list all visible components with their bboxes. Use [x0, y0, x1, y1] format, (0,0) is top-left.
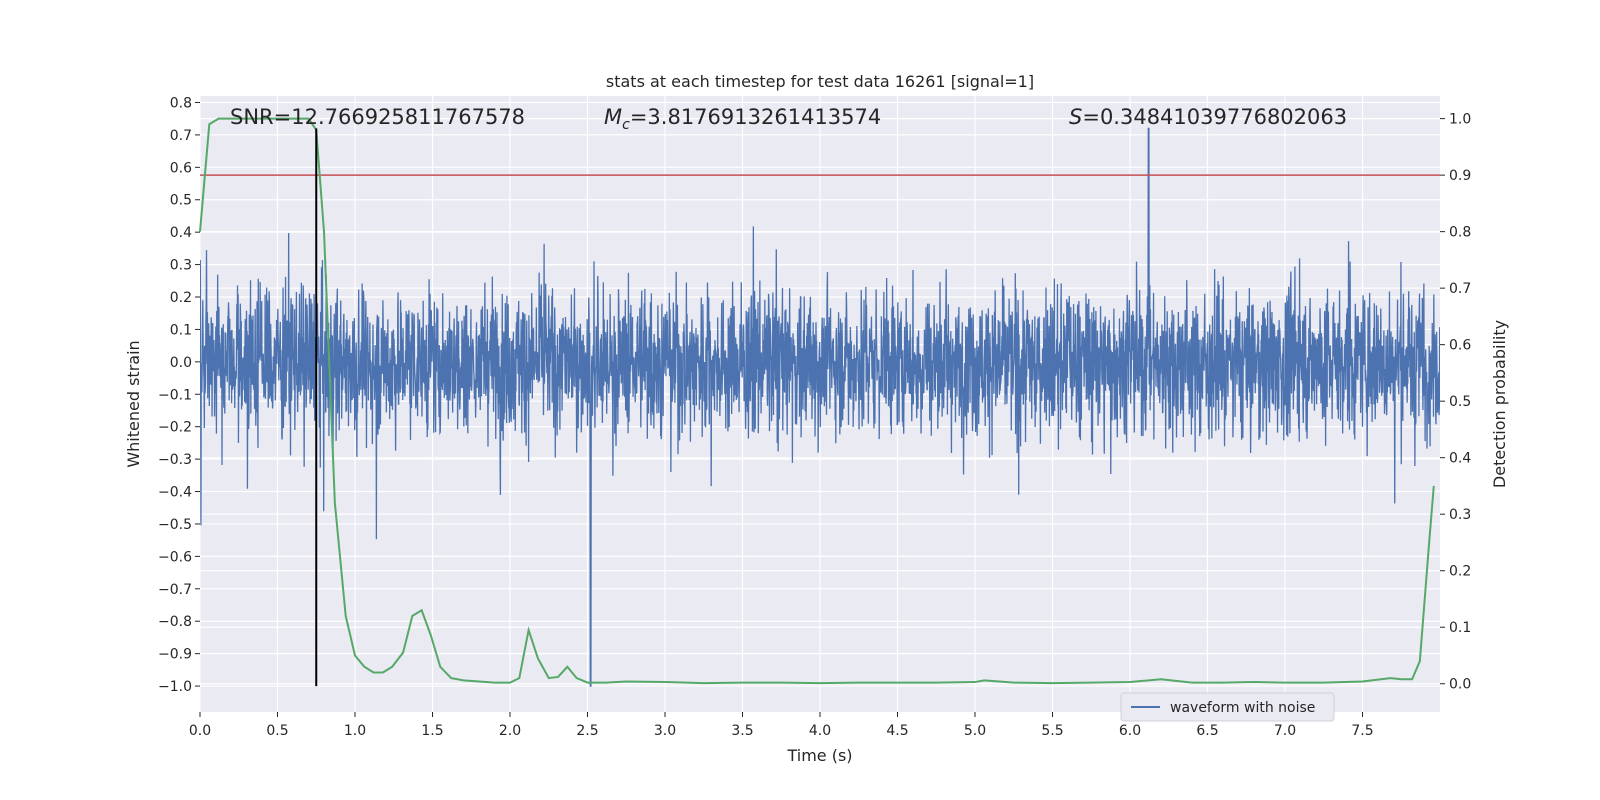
y-left-tick-label: 0.4 — [170, 225, 192, 241]
x-tick-label: 2.0 — [499, 723, 521, 739]
y-left-tick-label: 0.2 — [170, 290, 192, 306]
x-tick-label: 4.0 — [809, 723, 831, 739]
legend-box — [1120, 692, 1335, 722]
snr-annotation: SNR=12.766925811767578 — [230, 105, 525, 129]
legend-label: waveform with noise — [1170, 700, 1315, 716]
y-left-tick-label: 0.8 — [170, 95, 192, 111]
x-tick-label: 5.0 — [964, 723, 986, 739]
y-left-tick-label: 0.1 — [170, 322, 192, 338]
y-left-tick-label: −0.4 — [158, 485, 192, 501]
x-tick-label: 3.5 — [731, 723, 753, 739]
x-axis-ticks: 0.0 0.5 1.0 1.5 2.0 2.5 3.0 3.5 4.0 4.5 5.0 5.5 6.0 6… — [189, 712, 1374, 739]
y-right-tick-label: 0.7 — [1449, 281, 1471, 297]
x-tick-label: 3.0 — [654, 723, 676, 739]
x-tick-label: 4.5 — [886, 723, 908, 739]
y-left-tick-label: −0.7 — [158, 582, 192, 598]
y-right-tick-label: 0.6 — [1449, 338, 1471, 354]
y-right-tick-label: 0.5 — [1449, 394, 1471, 410]
x-tick-label: 0.0 — [189, 723, 211, 739]
x-tick-label: 2.5 — [576, 723, 598, 739]
s-value: =0.34841039776802063 — [1082, 105, 1347, 129]
y-left-tick-label: 0.6 — [170, 160, 192, 176]
y-right-tick-label: 0.0 — [1449, 677, 1471, 693]
y-left-tick-label: 0.7 — [170, 128, 192, 144]
y-left-tick-label: −1.0 — [158, 679, 192, 695]
chirp-mass-value: =3.8176913261413574 — [630, 105, 881, 129]
y-right-tick-label: 0.4 — [1449, 451, 1471, 467]
chirp-mass-annotation: Mc=3.8176913261413574 — [604, 105, 881, 133]
overlay-lines — [199, 117, 1440, 687]
x-tick-label: 7.5 — [1351, 723, 1373, 739]
y-left-axis-title: Whitened strain — [124, 340, 143, 467]
x-tick-label: 7.0 — [1274, 723, 1296, 739]
y-left-tick-label: −0.2 — [158, 420, 192, 436]
waveform-trace — [200, 127, 1440, 687]
y-right-tick-label: 0.9 — [1449, 168, 1471, 184]
y-right-tick-label: 0.1 — [1449, 620, 1471, 636]
x-tick-label: 6.5 — [1196, 723, 1218, 739]
x-tick-label: 5.5 — [1041, 723, 1063, 739]
x-axis-title: Time (s) — [786, 746, 852, 765]
x-tick-label: 0.5 — [266, 723, 288, 739]
y-left-tick-label: −0.5 — [158, 517, 192, 533]
y-right-tick-label: 0.3 — [1449, 507, 1471, 523]
detection-probability-line — [199, 117, 1435, 685]
x-tick-label: 1.5 — [421, 723, 443, 739]
x-tick-label: 6.0 — [1119, 723, 1141, 739]
y-left-tick-label: 0.5 — [170, 193, 192, 209]
chirp-mass-symbol: M — [604, 105, 622, 129]
y-left-axis-ticks: 0.8 0.7 0.6 0.5 0.4 0.3 0.2 0.1 0.0 −0.1 −0.2 −0.3 −… — [158, 95, 200, 695]
s-annotation: S=0.34841039776802063 — [1069, 105, 1347, 129]
y-left-tick-label: −0.8 — [158, 614, 192, 630]
y-left-tick-label: 0.0 — [170, 355, 192, 371]
chirp-mass-subscript: c — [622, 117, 630, 133]
y-left-tick-label: −0.3 — [158, 452, 192, 468]
y-left-tick-label: −0.9 — [158, 647, 192, 663]
waveform-with-noise-series — [200, 127, 1440, 687]
legend: waveform with noise — [1120, 692, 1335, 722]
y-left-tick-label: 0.3 — [170, 258, 192, 274]
y-right-axis-ticks: 1.0 0.9 0.8 0.7 0.6 0.5 0.4 0.3 0.2 0.1 0.0 — [1440, 112, 1471, 693]
y-right-tick-label: 1.0 — [1449, 112, 1471, 128]
y-left-tick-label: −0.6 — [158, 549, 192, 565]
s-symbol: S — [1069, 105, 1082, 129]
x-tick-label: 1.0 — [344, 723, 366, 739]
y-left-tick-label: −0.1 — [158, 387, 192, 403]
y-right-tick-label: 0.2 — [1449, 564, 1471, 580]
y-right-tick-label: 0.8 — [1449, 225, 1471, 241]
chart-title: stats at each timestep for test data 162… — [606, 72, 1034, 91]
y-right-axis-title: Detection probability — [1490, 320, 1509, 488]
